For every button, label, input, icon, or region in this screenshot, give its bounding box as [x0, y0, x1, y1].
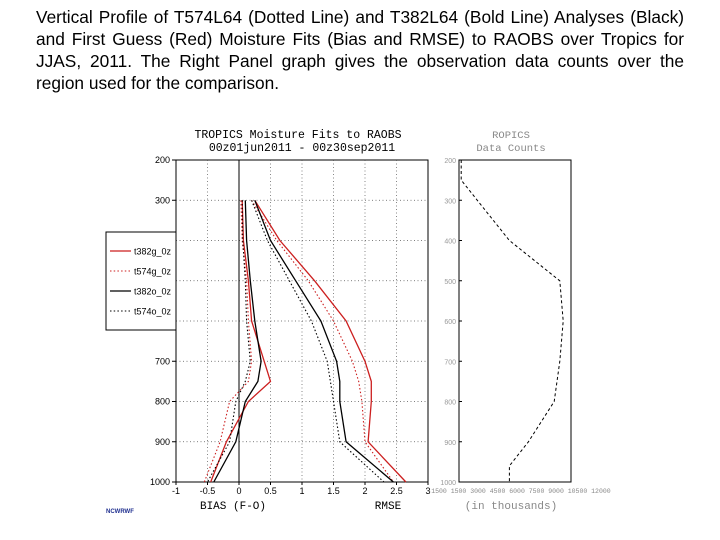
x-tick-label: -0.5 [200, 486, 216, 496]
series-line-t574o_0z-rmse [251, 200, 385, 483]
counts-x-axis-label: (in thousands) [465, 501, 557, 513]
x-axis-ticks: -1 -0.5 0 0.5 1 1.5 2 2.5 3 [172, 482, 431, 496]
counts-y-tick-label: 800 [444, 400, 456, 407]
counts-title: ROPICS [492, 130, 530, 142]
series-lines [203, 199, 407, 483]
legend-label: t574g_0z [134, 267, 172, 277]
counts-plot-frame [458, 159, 572, 483]
figure-caption: Vertical Profile of T574L64 (Dotted Line… [36, 7, 684, 93]
y-tick-label: 1000 [150, 477, 170, 487]
series-line-t382g_0z-rmse [254, 199, 407, 483]
y-tick-label: 300 [155, 195, 170, 205]
legend-label: t574o_0z [134, 307, 172, 317]
x-tick-label: 2 [362, 486, 367, 496]
counts-y-tick-label: 200 [444, 158, 456, 165]
x-tick-label: 3 [425, 486, 430, 496]
chart-subtitle: 00z01jun2011 - 00z30sep2011 [209, 142, 395, 155]
credit-label: NCWRWF [106, 509, 134, 515]
counts-y-tick-label: 1000 [440, 480, 456, 487]
legend-label: t382o_0z [134, 287, 172, 297]
x-axis-label-bias: BIAS (F-O) [200, 501, 266, 513]
x-tick-label: -1 [172, 486, 180, 496]
y-tick-label: 700 [155, 356, 170, 366]
x-tick-label: 2.5 [390, 486, 403, 496]
y-axis-ticks: 200 300 700 800 900 1000 [150, 155, 176, 487]
series-line-t574g_0z-rmse [251, 200, 394, 483]
y-tick-label: 900 [155, 437, 170, 447]
data-counts-panel: ROPICS Data Counts 200 300 400 500 600 700 800… [427, 130, 610, 513]
counts-y-tick-label: 600 [444, 319, 456, 326]
counts-y-tick-label: 300 [444, 198, 456, 205]
series-line-t382o_0z-bias [213, 200, 262, 483]
counts-y-tick-label: 700 [444, 359, 456, 366]
legend-label: t382g_0z [134, 247, 172, 257]
y-tick-label: 200 [155, 155, 170, 165]
y-tick-label: 800 [155, 397, 170, 407]
series-line-t382o_0z-rmse [254, 200, 394, 483]
x-axis-label-rmse: RMSE [375, 501, 402, 513]
moisture-fits-panel: TROPICS Moisture Fits to RAOBS 00z01jun2… [150, 129, 431, 513]
counts-x-ticks: -1500 1500 3000 4500 6000 7500 9000 1050… [427, 488, 610, 495]
counts-y-tick-label: 400 [444, 239, 456, 246]
counts-line [460, 160, 564, 482]
series-line-t574g_0z-bias [203, 200, 253, 483]
x-tick-label: 0.5 [264, 486, 277, 496]
grid [176, 160, 428, 482]
series-line-t382g_0z-bias [210, 200, 272, 483]
counts-y-ticks: 200 300 400 500 600 700 800 900 1000 [440, 158, 462, 487]
counts-y-tick-label: 500 [444, 279, 456, 286]
chart-title: TROPICS Moisture Fits to RAOBS [194, 129, 401, 142]
counts-series-line [460, 160, 564, 482]
x-tick-label: 1.5 [327, 486, 340, 496]
x-tick-label: 1 [299, 486, 304, 496]
counts-subtitle: Data Counts [476, 143, 545, 155]
legend-box [105, 231, 177, 331]
counts-y-tick-label: 900 [444, 440, 456, 447]
x-tick-label: 0 [236, 486, 241, 496]
legend: t382g_0z t574g_0z t382o_0z t574o_0z [105, 231, 177, 331]
